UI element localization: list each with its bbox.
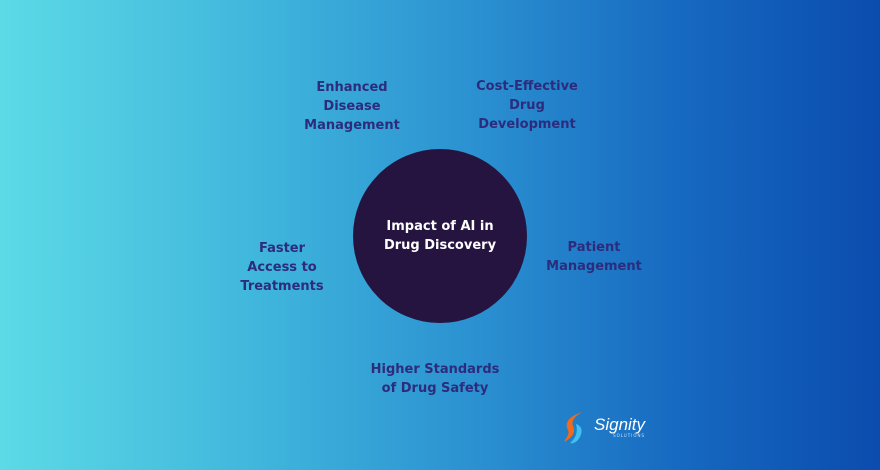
node-patient-management: Patient Management bbox=[546, 238, 642, 276]
signity-logo-icon bbox=[564, 412, 582, 444]
center-title-line: Drug Discovery bbox=[383, 238, 497, 253]
node-line: Management bbox=[546, 259, 642, 274]
node-line: Faster bbox=[258, 241, 306, 256]
logo-tagline: SOLUTIONS bbox=[613, 433, 646, 438]
logo-name: Signity bbox=[594, 415, 646, 434]
node-line: Development bbox=[478, 117, 576, 132]
node-enhanced-disease-management: Enhanced Disease Management bbox=[304, 78, 400, 135]
node-line: Drug bbox=[509, 98, 545, 113]
center-title-line: Impact of AI in bbox=[386, 219, 494, 234]
node-line: Treatments bbox=[240, 279, 324, 294]
signity-logo: Signity SOLUTIONS bbox=[562, 410, 645, 444]
node-line: Access to bbox=[247, 260, 317, 275]
node-cost-effective-drug-development: Cost-Effective Drug Development bbox=[476, 77, 578, 134]
node-line: Management bbox=[304, 118, 400, 133]
node-faster-access-to-treatments: Faster Access to Treatments bbox=[240, 239, 323, 296]
node-line: Higher Standards bbox=[370, 362, 500, 377]
node-line: Disease bbox=[323, 99, 381, 114]
node-line: Enhanced bbox=[316, 80, 388, 95]
node-line: Patient bbox=[567, 240, 621, 255]
center-title: Impact of AI in Drug Discovery bbox=[384, 217, 496, 255]
node-line: of Drug Safety bbox=[381, 381, 489, 396]
node-higher-standards-of-drug-safety: Higher Standards of Drug Safety bbox=[371, 360, 500, 398]
center-circle: Impact of AI in Drug Discovery bbox=[353, 149, 527, 323]
node-line: Cost-Effective bbox=[476, 79, 578, 94]
